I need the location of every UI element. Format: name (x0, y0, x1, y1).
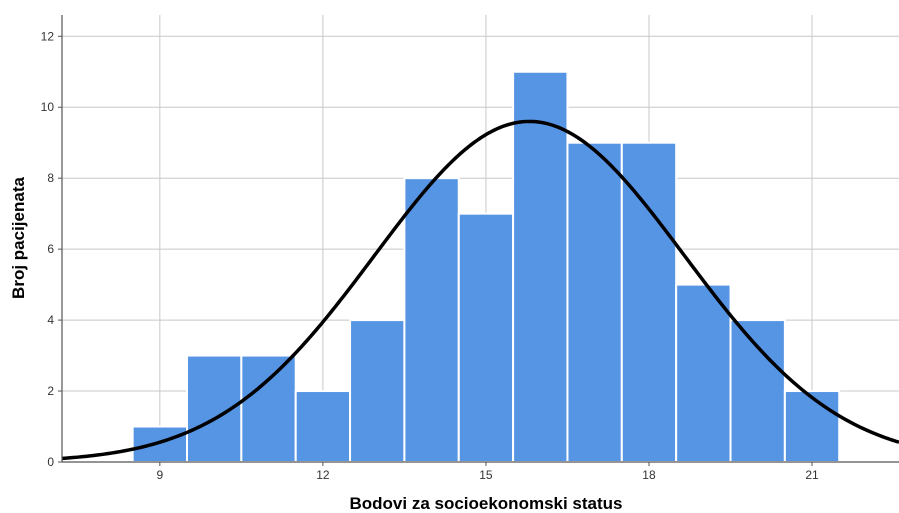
bars (131, 70, 841, 464)
y-tick-label: 4 (47, 313, 54, 327)
normal-curve-layer (61, 119, 899, 461)
x-tick-label: 15 (479, 468, 493, 482)
y-tick-label: 12 (41, 29, 55, 43)
histogram-bar (403, 177, 460, 463)
histogram-bar (131, 425, 189, 463)
histogram-bar (294, 390, 352, 463)
y-tick-label: 6 (47, 242, 54, 256)
y-axis-title: Broj pacijenata (9, 177, 28, 299)
histogram-bar (729, 319, 786, 463)
axes (58, 15, 899, 466)
y-tick-label: 2 (47, 384, 54, 398)
tick-labels: 0 2 4 6 8 10 12 9 12 15 18 21 (41, 29, 819, 482)
x-tick-label: 21 (805, 468, 819, 482)
x-axis-title: Bodovi za socioekonomski status (349, 494, 622, 513)
histogram-bar (457, 212, 515, 463)
x-tick-label: 18 (642, 468, 656, 482)
histogram-bar (783, 390, 841, 463)
x-tick-label: 9 (156, 468, 163, 482)
histogram-bar (620, 141, 678, 463)
histogram-bar (512, 70, 569, 463)
histogram-bar (349, 319, 406, 463)
y-tick-label: 8 (47, 171, 54, 185)
histogram-bar (675, 283, 732, 463)
y-tick-label: 10 (41, 100, 55, 114)
y-tick-label: 0 (47, 455, 54, 469)
x-tick-label: 12 (316, 468, 330, 482)
histogram-bar (240, 354, 297, 464)
normal-curve (61, 119, 899, 461)
histogram-bar (566, 141, 623, 463)
